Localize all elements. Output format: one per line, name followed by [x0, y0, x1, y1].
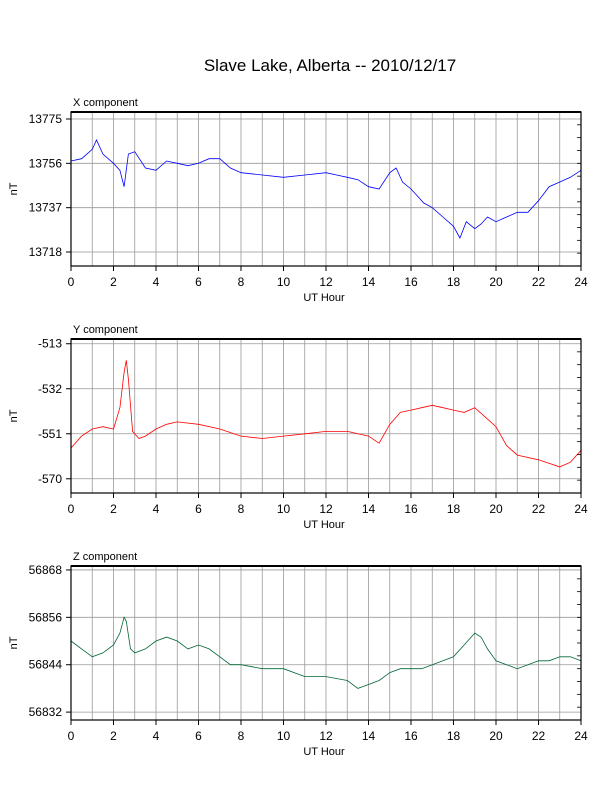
x-tick-label: 10 [277, 502, 291, 516]
x-tick-label: 20 [489, 729, 503, 743]
x-tick-label: 16 [404, 502, 418, 516]
y-axis-label: nT [8, 182, 20, 195]
x-tick-label: 18 [447, 275, 461, 289]
x-tick-label: 18 [447, 729, 461, 743]
y-tick-label: 56856 [29, 610, 63, 624]
x-tick-label: 4 [153, 729, 160, 743]
x-tick-label: 24 [574, 502, 588, 516]
x-tick-label: 6 [195, 502, 202, 516]
x-tick-label: 20 [489, 275, 503, 289]
x-tick-label: 12 [319, 275, 333, 289]
x-tick-label: 6 [195, 275, 202, 289]
y-tick-label: 56844 [29, 658, 63, 672]
x-axis-label: UT Hour [303, 292, 345, 304]
x-axis-label: UT Hour [303, 519, 345, 531]
x-tick-label: 4 [153, 275, 160, 289]
x-tick-label: 16 [404, 729, 418, 743]
x-tick-label: 2 [110, 275, 117, 289]
x-tick-label: 10 [277, 729, 291, 743]
x-tick-label: 10 [277, 275, 291, 289]
x-tick-label: 8 [238, 729, 245, 743]
x-axis-label: UT Hour [303, 746, 345, 758]
panel-title: Z component [73, 551, 137, 563]
page-title: Slave Lake, Alberta -- 2010/12/17 [203, 56, 457, 75]
x-tick-label: 14 [362, 502, 376, 516]
y-axis-label: nT [8, 409, 20, 422]
x-tick-label: 0 [68, 502, 75, 516]
x-tick-label: 12 [319, 729, 333, 743]
y-tick-label: 13737 [29, 201, 63, 215]
x-tick-label: 14 [362, 275, 376, 289]
series-line [70, 360, 582, 468]
y-tick-label: -570 [38, 472, 62, 486]
x-tick-label: 2 [110, 729, 117, 743]
y-tick-label: 56832 [29, 705, 63, 719]
x-tick-label: 20 [489, 502, 503, 516]
x-tick-label: 0 [68, 275, 75, 289]
x-tick-label: 22 [532, 275, 546, 289]
panel-title: X component [73, 97, 138, 109]
x-tick-label: 24 [574, 729, 588, 743]
y-tick-label: 13756 [29, 156, 63, 170]
y-tick-label: -513 [38, 337, 62, 351]
x-tick-label: 6 [195, 729, 202, 743]
series-line [70, 139, 582, 239]
x-tick-label: 8 [238, 502, 245, 516]
x-tick-label: 22 [532, 729, 546, 743]
y-axis-label: nT [8, 636, 20, 649]
panel-title: Y component [73, 324, 138, 336]
x-tick-label: 16 [404, 275, 418, 289]
x-tick-label: 22 [532, 502, 546, 516]
x-tick-label: 8 [238, 275, 245, 289]
series-line [70, 616, 582, 689]
y-tick-label: 13718 [29, 245, 63, 259]
x-tick-label: 2 [110, 502, 117, 516]
y-tick-label: -532 [38, 382, 62, 396]
y-tick-label: 13775 [29, 112, 63, 126]
y-tick-label: 56868 [29, 563, 63, 577]
x-tick-label: 0 [68, 729, 75, 743]
y-tick-label: -551 [38, 427, 62, 441]
x-tick-label: 24 [574, 275, 588, 289]
x-tick-label: 12 [319, 502, 333, 516]
x-tick-label: 14 [362, 729, 376, 743]
x-tick-label: 18 [447, 502, 461, 516]
x-tick-label: 4 [153, 502, 160, 516]
